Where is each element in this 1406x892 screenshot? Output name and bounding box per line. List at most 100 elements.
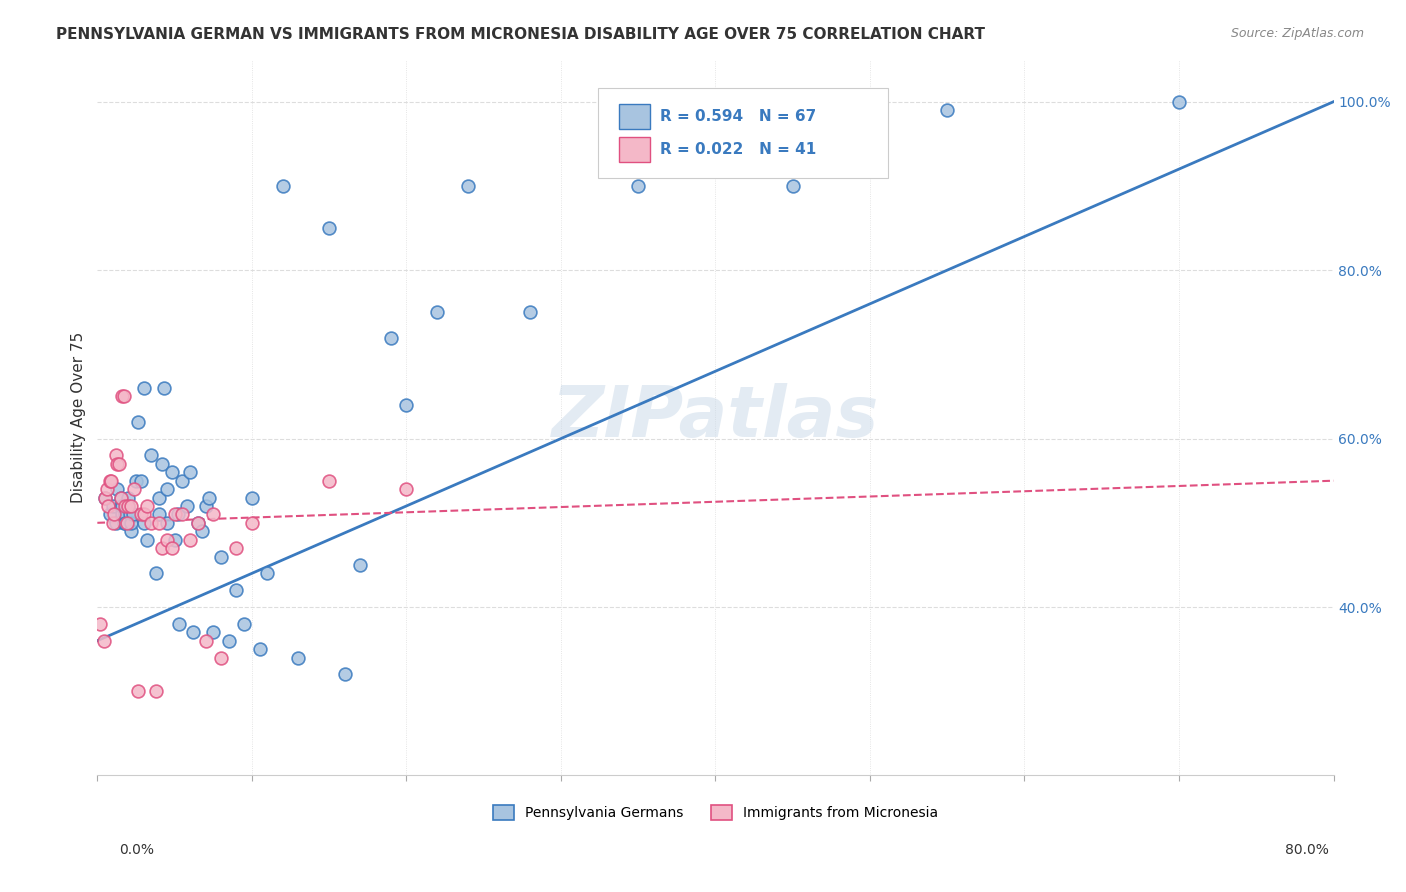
- Point: [148, 491, 170, 505]
- Point: [936, 103, 959, 117]
- Point: [120, 499, 142, 513]
- Point: [627, 178, 650, 193]
- Point: [111, 508, 134, 522]
- Point: [115, 499, 138, 513]
- Point: [100, 474, 122, 488]
- Text: Source: ZipAtlas.com: Source: ZipAtlas.com: [1230, 27, 1364, 40]
- Point: [395, 482, 418, 496]
- Point: [152, 381, 174, 395]
- Point: [395, 398, 418, 412]
- Point: [287, 650, 309, 665]
- Point: [179, 533, 201, 547]
- Point: [114, 499, 136, 513]
- Point: [457, 178, 479, 193]
- Point: [98, 508, 121, 522]
- Point: [782, 178, 804, 193]
- Point: [112, 516, 135, 530]
- Point: [249, 642, 271, 657]
- Point: [89, 616, 111, 631]
- Point: [233, 616, 256, 631]
- Point: [160, 465, 183, 479]
- Point: [1168, 95, 1191, 109]
- Point: [101, 499, 124, 513]
- Point: [132, 508, 155, 522]
- Point: [179, 465, 201, 479]
- Point: [108, 457, 131, 471]
- Point: [97, 499, 120, 513]
- Text: 80.0%: 80.0%: [1285, 843, 1329, 857]
- Point: [127, 415, 149, 429]
- Point: [135, 499, 157, 513]
- FancyBboxPatch shape: [619, 104, 650, 129]
- Point: [96, 482, 118, 496]
- Point: [194, 499, 217, 513]
- Point: [187, 516, 209, 530]
- Point: [218, 633, 240, 648]
- Point: [148, 508, 170, 522]
- Point: [240, 516, 263, 530]
- Point: [240, 491, 263, 505]
- Point: [225, 583, 247, 598]
- Point: [172, 474, 194, 488]
- Point: [181, 625, 204, 640]
- Text: ZIPatlas: ZIPatlas: [551, 383, 879, 452]
- Point: [519, 305, 541, 319]
- Point: [318, 474, 340, 488]
- Point: [129, 474, 152, 488]
- Point: [380, 330, 402, 344]
- Point: [122, 508, 145, 522]
- Point: [191, 524, 214, 539]
- Point: [124, 482, 146, 496]
- Point: [103, 508, 125, 522]
- Point: [129, 508, 152, 522]
- Point: [98, 474, 121, 488]
- Point: [104, 449, 127, 463]
- FancyBboxPatch shape: [598, 88, 889, 178]
- Legend: Pennsylvania Germans, Immigrants from Micronesia: Pennsylvania Germans, Immigrants from Mi…: [488, 800, 943, 826]
- Text: PENNSYLVANIA GERMAN VS IMMIGRANTS FROM MICRONESIA DISABILITY AGE OVER 75 CORRELA: PENNSYLVANIA GERMAN VS IMMIGRANTS FROM M…: [56, 27, 986, 42]
- Point: [117, 499, 139, 513]
- Point: [271, 178, 294, 193]
- Point: [111, 389, 134, 403]
- Point: [150, 541, 173, 555]
- Point: [256, 566, 278, 581]
- Point: [156, 516, 179, 530]
- Point: [117, 491, 139, 505]
- Point: [145, 566, 167, 581]
- Point: [150, 457, 173, 471]
- Point: [187, 516, 209, 530]
- Point: [156, 533, 179, 547]
- Point: [172, 508, 194, 522]
- Point: [101, 516, 124, 530]
- Point: [148, 516, 170, 530]
- Text: R = 0.594   N = 67: R = 0.594 N = 67: [659, 109, 815, 124]
- Point: [145, 684, 167, 698]
- Point: [118, 508, 141, 522]
- Point: [135, 533, 157, 547]
- Point: [194, 633, 217, 648]
- Point: [141, 516, 163, 530]
- Point: [110, 491, 132, 505]
- Point: [209, 650, 232, 665]
- Point: [125, 474, 148, 488]
- Point: [202, 625, 225, 640]
- Point: [176, 499, 198, 513]
- Point: [94, 491, 117, 505]
- Point: [209, 549, 232, 564]
- Point: [141, 449, 163, 463]
- Point: [156, 482, 179, 496]
- Point: [132, 381, 155, 395]
- Point: [110, 491, 132, 505]
- Point: [115, 516, 138, 530]
- Point: [202, 508, 225, 522]
- Point: [160, 541, 183, 555]
- Point: [112, 389, 135, 403]
- Point: [117, 499, 139, 513]
- Point: [107, 482, 129, 496]
- Point: [107, 457, 129, 471]
- Point: [132, 516, 155, 530]
- Point: [426, 305, 449, 319]
- Point: [127, 684, 149, 698]
- FancyBboxPatch shape: [619, 136, 650, 162]
- Point: [163, 533, 186, 547]
